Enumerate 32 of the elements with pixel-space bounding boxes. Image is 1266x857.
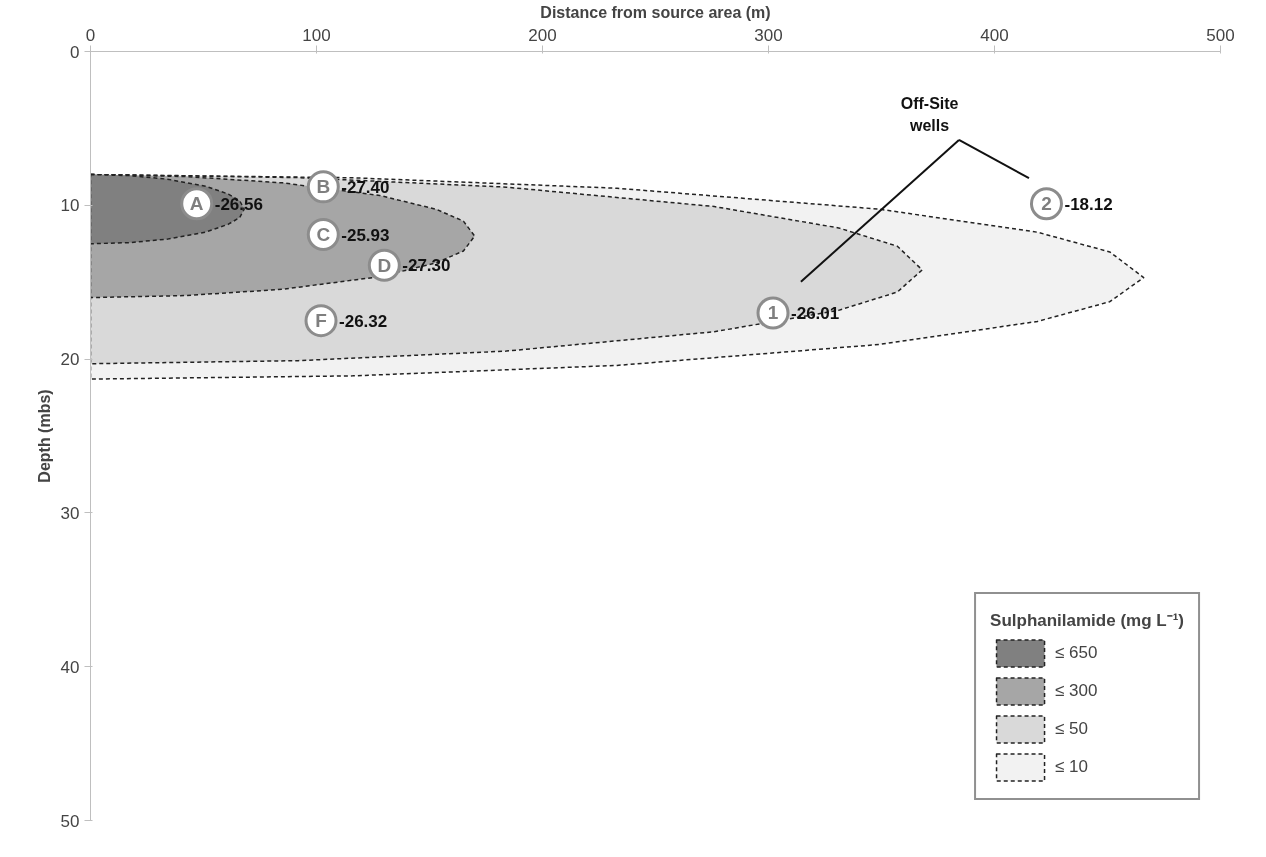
x-tick-label: 100 <box>302 25 331 45</box>
legend-label: ≤ 10 <box>1055 756 1089 778</box>
legend-label: ≤ 300 <box>1055 680 1098 702</box>
annotation: -27.40 <box>341 177 390 197</box>
y-axis-title: Depth (mbs) <box>35 389 53 483</box>
y-tick-label: 40 <box>60 657 80 677</box>
legend-label: ≤ 650 <box>1055 642 1098 664</box>
y-tick-label: 10 <box>60 196 80 216</box>
annotation: F <box>315 310 327 332</box>
annotation: -26.56 <box>214 194 263 214</box>
x-tick-label: 500 <box>1206 25 1235 45</box>
x-tick-label: 0 <box>85 25 96 45</box>
annotation: Off-Site wells <box>900 94 959 134</box>
annotation: 2 <box>1041 193 1052 215</box>
legend-label: ≤ 50 <box>1055 718 1089 740</box>
y-tick-label: 30 <box>60 503 80 523</box>
x-tick-label: 200 <box>528 25 557 45</box>
y-tick-label: 0 <box>70 42 80 62</box>
annotation: C <box>316 224 331 246</box>
x-tick-label: 300 <box>754 25 783 45</box>
annotation: -18.12 <box>1064 194 1113 214</box>
annotation: D <box>377 254 392 276</box>
y-tick-label: 50 <box>60 811 80 831</box>
annotation: -25.93 <box>341 225 390 245</box>
x-tick-label: 400 <box>980 25 1009 45</box>
annotation: A <box>189 193 204 215</box>
legend-title: Sulphanilamide (mg L⁻¹) <box>990 610 1184 631</box>
annotation: B <box>316 176 331 198</box>
annotation: -26.32 <box>339 311 388 331</box>
x-axis-title: Distance from source area (m) <box>540 3 771 21</box>
annotation: 1 <box>767 302 779 324</box>
y-tick-label: 20 <box>60 350 80 370</box>
